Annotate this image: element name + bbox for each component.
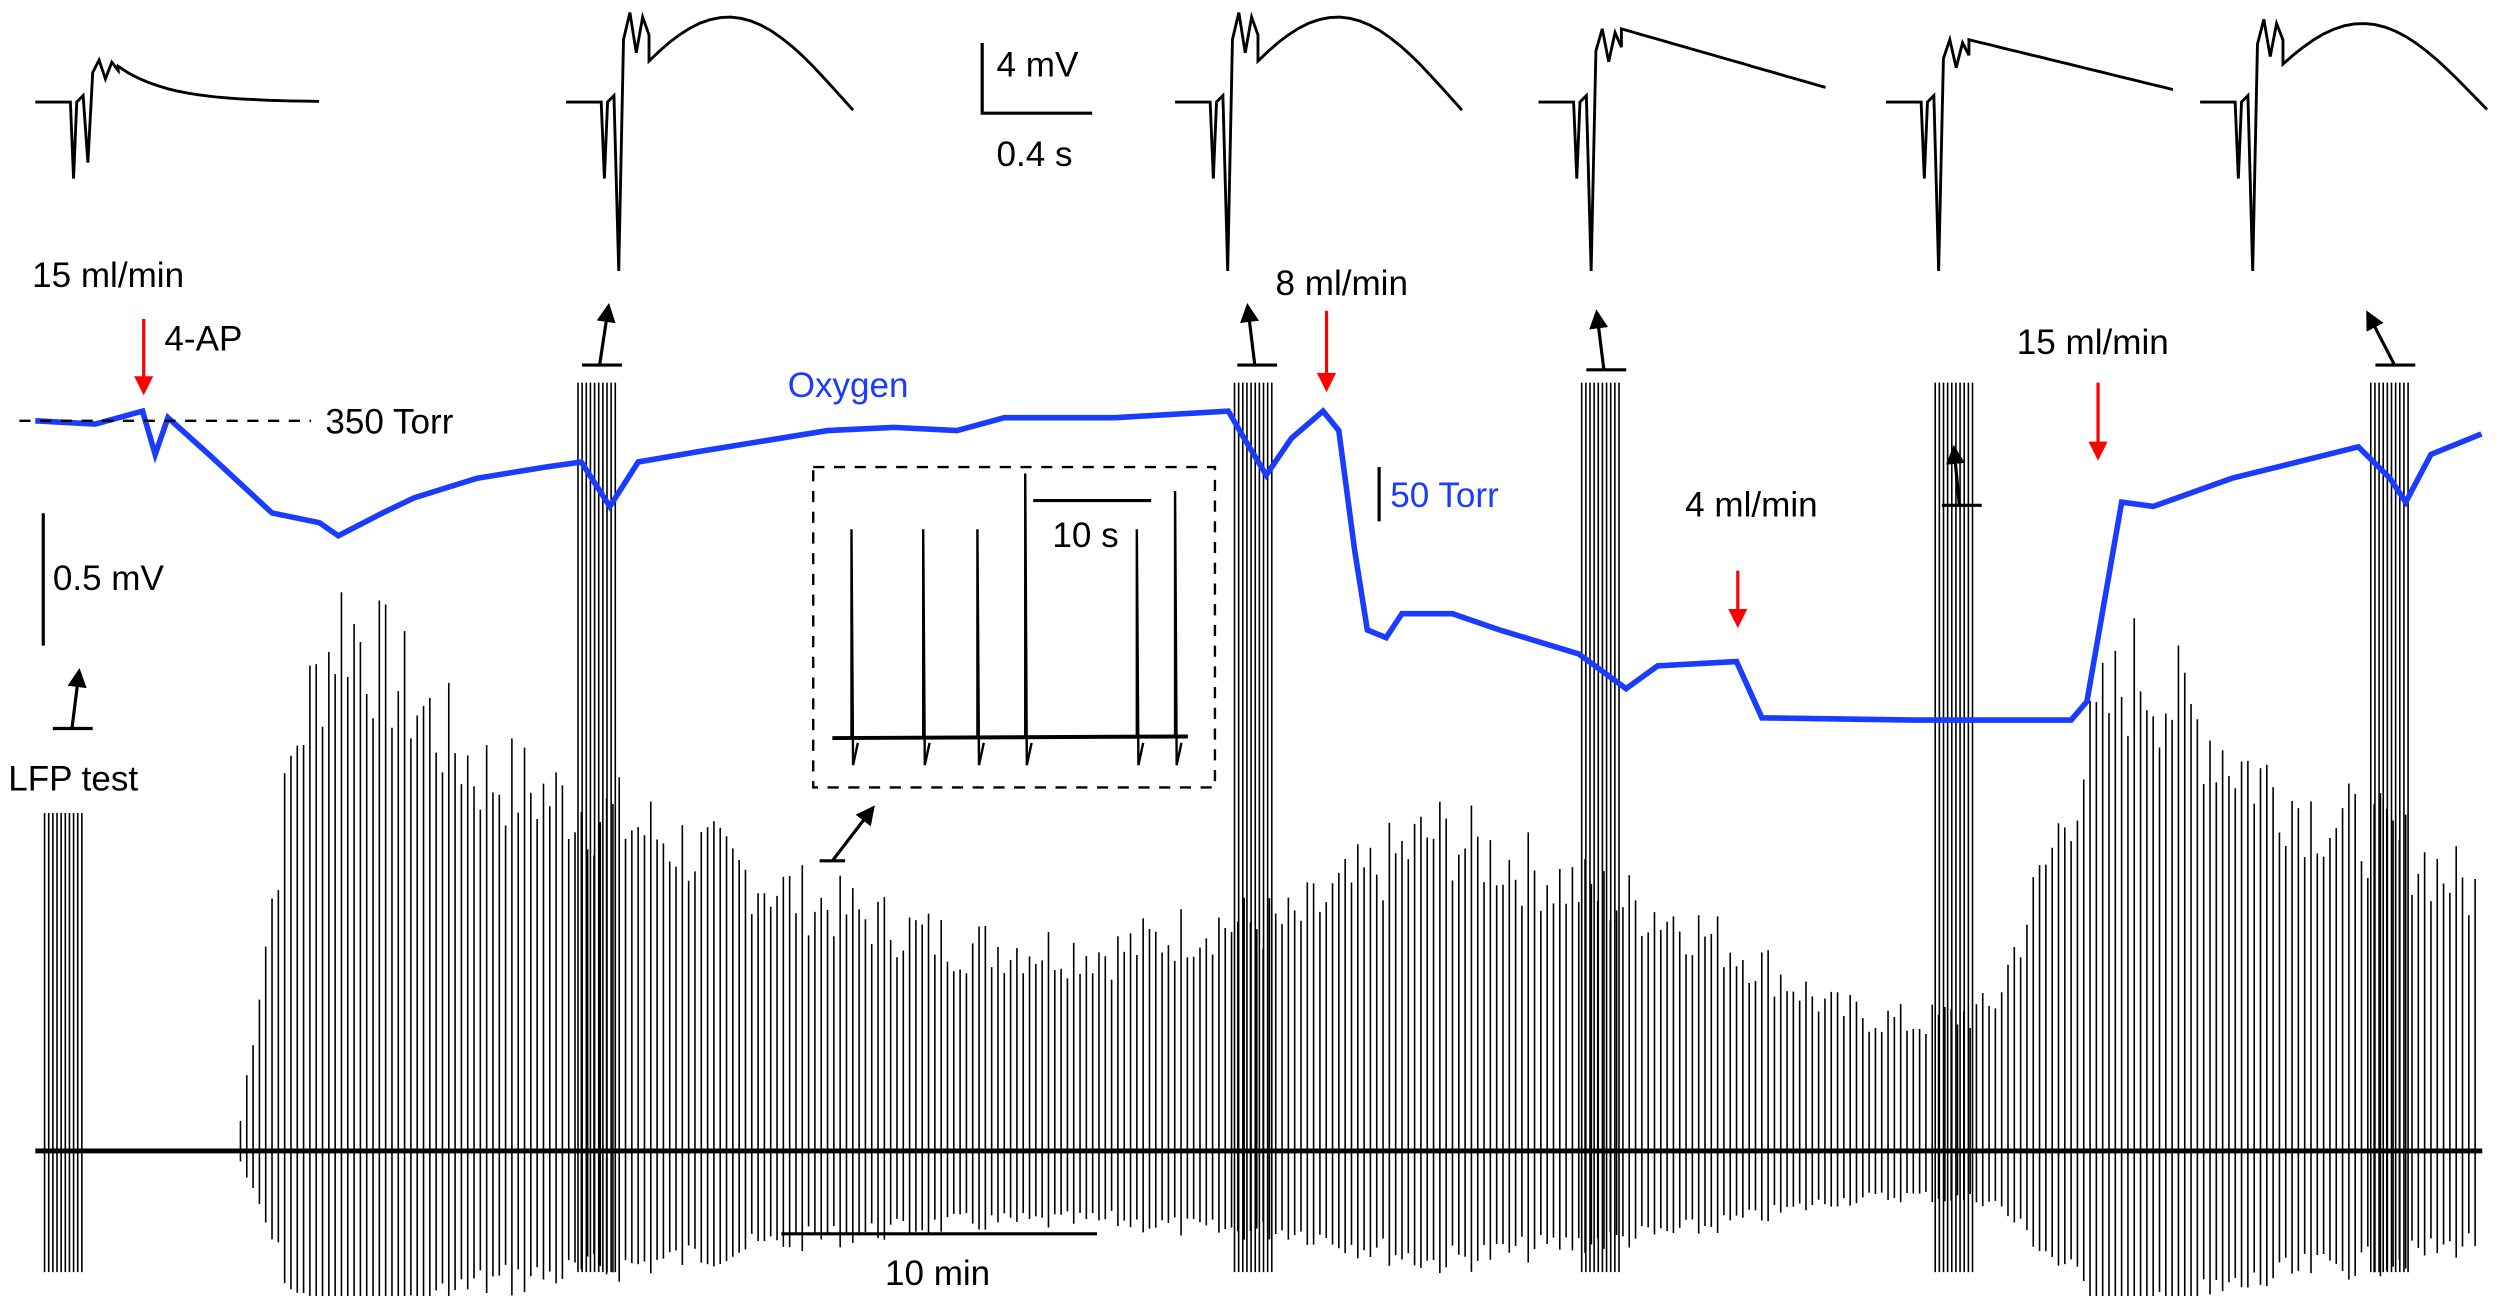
- stim-arrow-icon: [1237, 302, 1278, 367]
- zoom-inset-trace: [832, 473, 1188, 766]
- evoked-response: [566, 11, 855, 272]
- inset-spike: [922, 529, 931, 766]
- reference-label: 350 Torr: [325, 403, 453, 442]
- inset-spike: [976, 529, 985, 766]
- red-arrows: [134, 310, 2108, 629]
- evoked-response: [1175, 11, 1464, 272]
- lfp-test-label: LFP test: [8, 760, 138, 799]
- inset-spike: [1173, 490, 1183, 766]
- lfp-scale-label: 0.5 mV: [53, 559, 165, 598]
- oxygen-label: Oxygen: [788, 366, 909, 405]
- inset-spike: [850, 529, 860, 766]
- flow-15-label: 15 ml/min: [2017, 323, 2169, 362]
- inset-baseline: [832, 734, 1188, 741]
- time-scale-label: 10 min: [885, 1254, 990, 1293]
- stim-arrow-icon: [1941, 444, 1982, 507]
- evoked-response-traces: [35, 11, 2489, 272]
- stim-arrow-icon: [582, 302, 622, 367]
- inset-pointer-icon: [819, 805, 875, 863]
- lfp-trace: [35, 382, 2483, 1296]
- evoked-response: [35, 56, 320, 179]
- evoked-scale-t-label: 0.4 s: [997, 135, 1073, 174]
- zoom-inset-scale-label: 10 s: [1052, 516, 1118, 555]
- evoked-scale-bar: 4 mV 0.4 s: [980, 43, 1093, 174]
- stimulus-markers: [52, 302, 2416, 863]
- evoked-response: [2200, 18, 2489, 272]
- flow-4-label: 4 ml/min: [1685, 485, 1817, 524]
- drug-label: 4-AP: [164, 320, 242, 359]
- oxygen-trace: [35, 407, 2483, 723]
- evoked-scale-v-label: 4 mV: [997, 46, 1079, 85]
- evoked-response: [1886, 34, 2174, 272]
- oxygen-scale-label: 50 Torr: [1390, 476, 1499, 515]
- stim-arrow-icon: [52, 668, 93, 731]
- zoom-inset-box: [812, 465, 1217, 789]
- inset-spike: [1024, 473, 1033, 766]
- stim-arrow-icon: [1586, 309, 1627, 372]
- stim-arrow-icon: [2366, 310, 2416, 367]
- flow-start-label: 15 ml/min: [32, 256, 184, 295]
- evoked-response: [1538, 26, 1826, 272]
- inset-spike: [1135, 529, 1145, 766]
- flow-8-label: 8 ml/min: [1276, 264, 1408, 303]
